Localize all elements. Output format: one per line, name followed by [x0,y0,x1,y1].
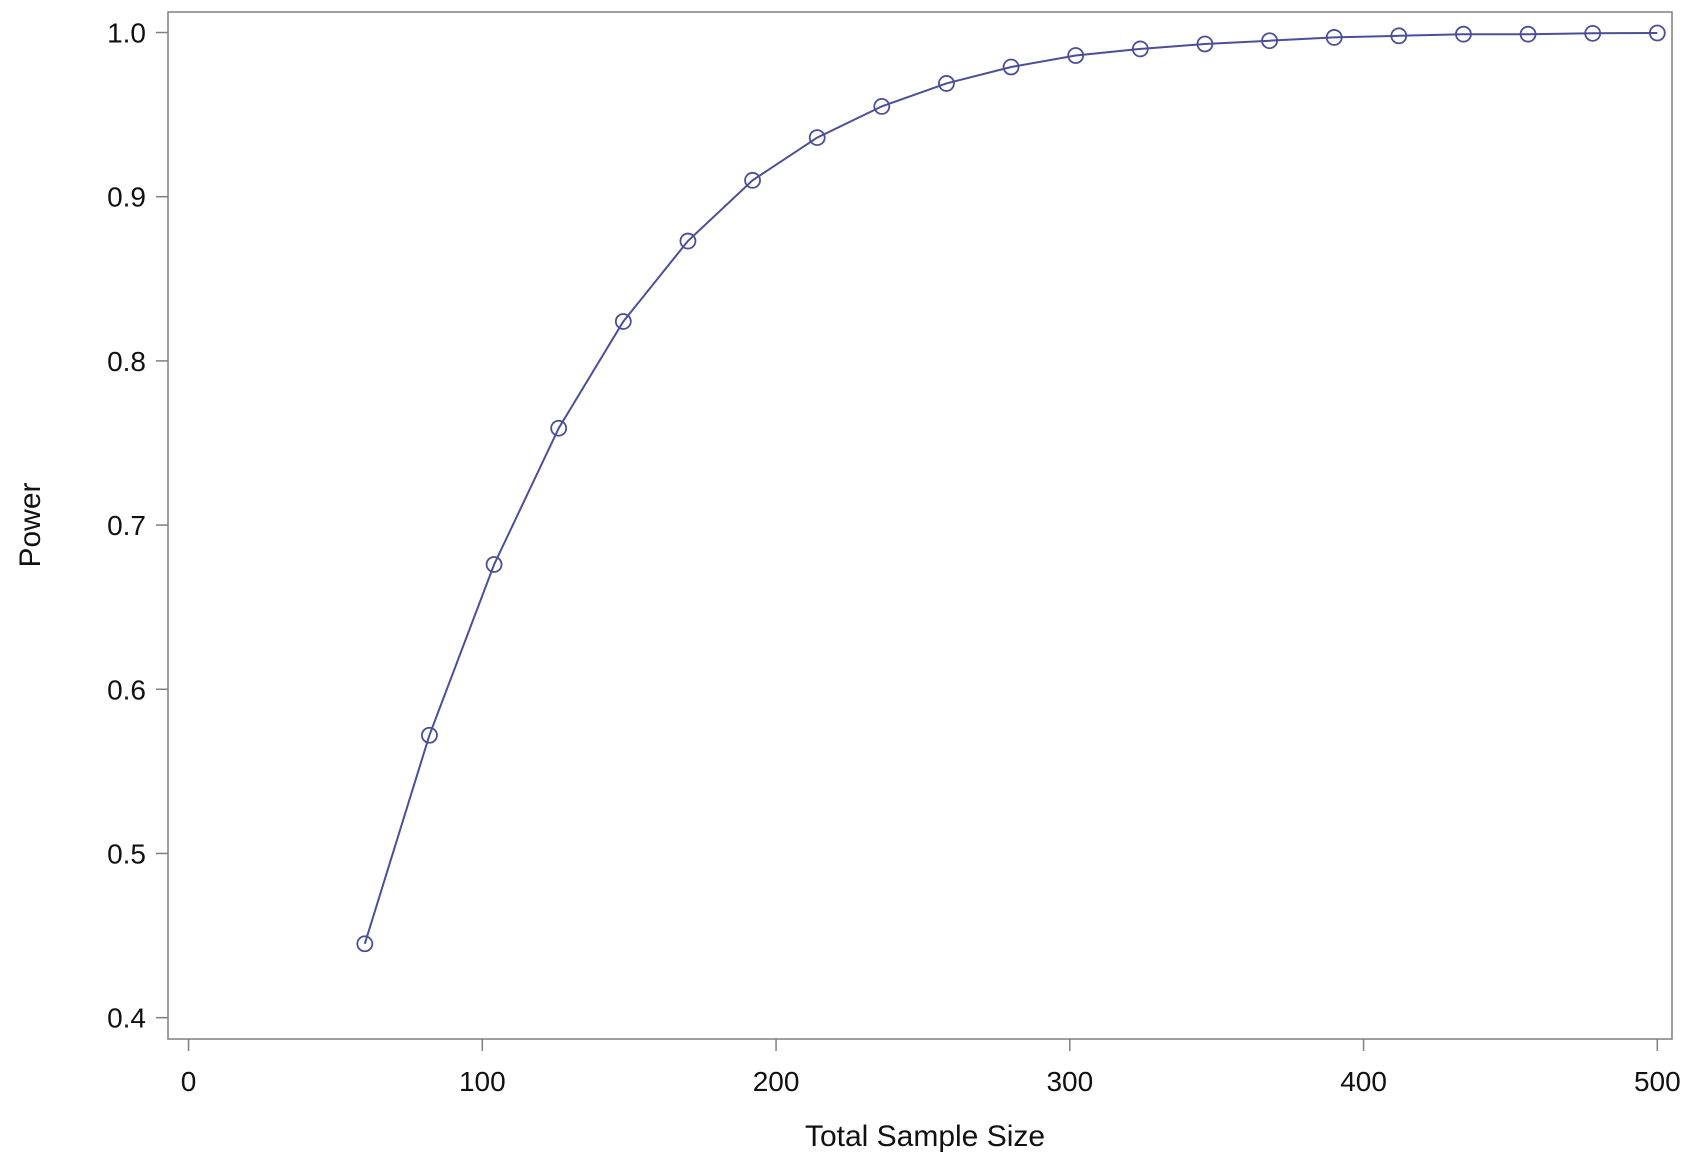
x-tick-label: 500 [1634,1066,1681,1097]
data-point [1519,25,1537,43]
data-point [1002,58,1020,76]
series-line [363,32,1658,945]
data-point [873,98,891,115]
data-point [1325,29,1343,46]
x-tick-label: 0 [181,1066,197,1097]
data-point [356,935,374,953]
y-tick-label: 0.5 [107,838,146,869]
y-tick-label: 0.7 [107,510,146,541]
data-point [808,129,826,147]
data-point [938,75,955,92]
data-point [1261,32,1278,50]
data-point [1648,24,1666,42]
data-point [679,232,697,250]
data-point [1067,47,1085,64]
data-point [744,171,761,189]
y-tick-label: 0.8 [107,346,146,377]
data-point [1390,27,1408,45]
data-point [1196,35,1214,53]
data-point [1584,24,1602,42]
data-point [421,726,438,744]
y-tick-label: 0.4 [107,1003,146,1034]
data-point [1131,40,1149,58]
x-axis: 0 100 200 300 400 500 [181,1039,1681,1097]
plot-frame [167,11,1673,1040]
x-tick-label: 400 [1340,1066,1387,1097]
x-tick-label: 200 [753,1066,800,1097]
y-axis: 0.4 0.5 0.6 0.7 0.8 0.9 1.0 [107,18,168,1034]
y-tick-label: 0.6 [107,674,146,705]
y-tick-label: 1.0 [107,18,146,49]
y-tick-label: 0.9 [107,182,146,213]
series-layer [356,24,1666,953]
data-point [1455,25,1472,43]
data-point [550,419,568,437]
data-point [485,556,503,573]
x-tick-label: 100 [459,1066,506,1097]
y-axis-title: Power [14,482,47,567]
data-point [614,313,632,330]
x-tick-label: 300 [1046,1066,1093,1097]
x-axis-title: Total Sample Size [805,1120,1045,1153]
